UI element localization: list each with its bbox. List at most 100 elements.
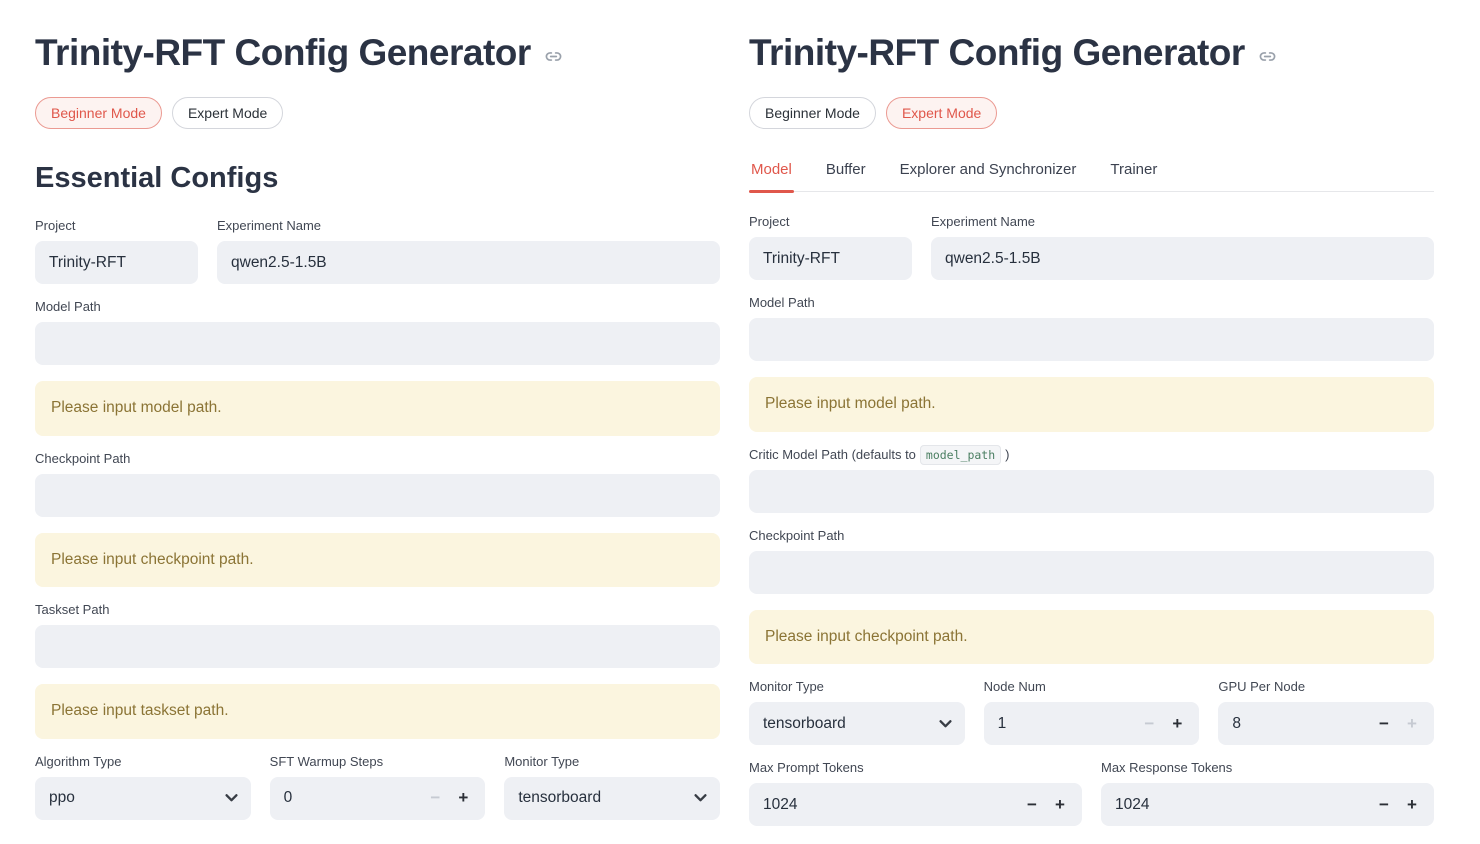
page-title-text: Trinity-RFT Config Generator	[35, 32, 531, 73]
project-row: Project Experiment Name	[35, 218, 720, 285]
label-text: )	[1005, 446, 1010, 462]
plus-button[interactable]: +	[1046, 783, 1074, 826]
link-icon[interactable]	[1259, 48, 1276, 65]
project-row: Project Experiment Name	[749, 214, 1434, 281]
gpu-per-node-field: GPU Per Node 8 − +	[1218, 679, 1435, 746]
link-icon[interactable]	[545, 48, 562, 65]
tab-buffer[interactable]: Buffer	[825, 160, 866, 178]
chevron-down-icon	[694, 794, 707, 803]
max-response-tokens-field: Max Response Tokens 1024 − +	[1101, 760, 1434, 827]
sft-warmup-steps-label: SFT Warmup Steps	[269, 753, 384, 769]
taskset-path-field: Taskset Path	[35, 602, 720, 669]
config-tabs: Model Buffer Explorer and Synchronizer T…	[749, 160, 1434, 194]
algorithm-type-field: Algorithm Type ppo	[35, 754, 251, 820]
sft-warmup-steps-field: SFT Warmup Steps 0 − +	[269, 753, 486, 820]
checkpoint-path-warning: Please input checkpoint path.	[35, 532, 720, 588]
minus-button[interactable]: −	[1135, 702, 1163, 745]
max-response-tokens-label: Max Response Tokens	[1101, 760, 1233, 776]
chevron-down-icon	[939, 719, 952, 728]
plus-button[interactable]: +	[1163, 702, 1191, 745]
max-response-tokens-stepper[interactable]: 1024 − +	[1101, 783, 1434, 827]
minus-icon: −	[1379, 713, 1389, 733]
plus-icon: +	[1407, 713, 1417, 733]
expert-mode-button[interactable]: Expert Mode	[885, 96, 998, 129]
model-path-warning: Please input model path.	[749, 377, 1434, 432]
max-prompt-tokens-field: Max Prompt Tokens 1024 − +	[749, 760, 1082, 827]
inline-code: model_path	[919, 444, 1002, 465]
beginner-mode-button[interactable]: Beginner Mode	[749, 96, 876, 129]
algorithm-type-select[interactable]: ppo	[35, 776, 251, 820]
gpu-per-node-stepper[interactable]: 8 − +	[1218, 702, 1435, 746]
tab-trainer[interactable]: Trainer	[1110, 160, 1158, 178]
critic-model-path-field: Critic Model Path (defaults to model_path…	[749, 444, 1434, 513]
page-title: Trinity-RFT Config Generator	[749, 32, 1434, 75]
gpu-per-node-label: GPU Per Node	[1218, 679, 1306, 695]
node-num-field: Node Num 1 − +	[983, 679, 1200, 746]
tab-model[interactable]: Model	[749, 161, 794, 194]
sft-warmup-steps-stepper[interactable]: 0 − +	[269, 776, 486, 820]
page-title-text: Trinity-RFT Config Generator	[749, 32, 1245, 73]
checkpoint-path-label: Checkpoint Path	[35, 450, 131, 466]
plus-button[interactable]: +	[449, 777, 477, 820]
max-prompt-tokens-stepper[interactable]: 1024 − +	[749, 783, 1082, 827]
plus-icon: +	[1407, 794, 1417, 814]
plus-icon: +	[1055, 794, 1065, 814]
checkpoint-path-field: Checkpoint Path	[749, 527, 1434, 594]
max-prompt-tokens-label: Max Prompt Tokens	[749, 760, 864, 776]
checkpoint-path-field: Checkpoint Path	[35, 450, 720, 517]
algorithm-type-value: ppo	[49, 789, 75, 807]
monitor-type-label: Monitor Type	[749, 679, 824, 695]
monitor-row: Monitor Type tensorboard Node Num 1 − + …	[749, 679, 1435, 746]
page-title: Trinity-RFT Config Generator	[35, 32, 720, 75]
node-num-value: 1	[997, 714, 1007, 732]
plus-icon: +	[1172, 713, 1183, 733]
critic-model-path-input[interactable]	[749, 469, 1434, 513]
minus-icon: −	[1144, 713, 1155, 733]
sft-warmup-steps-value: 0	[283, 789, 293, 807]
taskset-path-label: Taskset Path	[35, 602, 110, 618]
algorithm-row: Algorithm Type ppo SFT Warmup Steps 0 − …	[35, 753, 721, 820]
model-path-input[interactable]	[749, 318, 1434, 362]
section-heading: Essential Configs	[35, 161, 279, 194]
beginner-mode-button[interactable]: Beginner Mode	[35, 96, 162, 129]
monitor-type-value: tensorboard	[518, 789, 602, 807]
model-path-label: Model Path	[35, 299, 101, 315]
project-input[interactable]	[749, 237, 912, 281]
minus-button[interactable]: −	[1370, 783, 1398, 826]
monitor-type-field: Monitor Type tensorboard	[749, 679, 965, 746]
project-field: Project	[35, 218, 198, 285]
monitor-type-label: Monitor Type	[504, 753, 580, 769]
experiment-name-field: Experiment Name	[217, 218, 720, 285]
plus-button[interactable]: +	[1398, 783, 1426, 826]
monitor-type-value: tensorboard	[763, 714, 846, 732]
experiment-name-label: Experiment Name	[931, 214, 1036, 230]
tab-explorer-and-synchronizer[interactable]: Explorer and Synchronizer	[899, 160, 1077, 178]
expert-mode-button[interactable]: Expert Mode	[171, 96, 284, 129]
taskset-path-input[interactable]	[35, 625, 720, 669]
minus-button[interactable]: −	[1370, 702, 1398, 745]
label-text: Critic Model Path (defaults to	[749, 446, 916, 462]
model-path-warning: Please input model path.	[35, 381, 720, 436]
model-path-input[interactable]	[35, 322, 720, 366]
monitor-type-select[interactable]: tensorboard	[504, 776, 721, 820]
checkpoint-path-input[interactable]	[35, 473, 720, 517]
minus-icon: −	[1027, 794, 1037, 814]
right-panel: Trinity-RFT Config Generator Beginner Mo…	[749, 28, 1435, 844]
model-path-field: Model Path	[35, 299, 720, 366]
project-field: Project	[749, 214, 912, 281]
plus-button[interactable]: +	[1398, 702, 1426, 745]
plus-icon: +	[458, 788, 469, 808]
node-num-label: Node Num	[983, 679, 1046, 695]
checkpoint-path-input[interactable]	[749, 550, 1434, 594]
left-panel: Trinity-RFT Config Generator Beginner Mo…	[35, 28, 721, 844]
monitor-type-field: Monitor Type tensorboard	[504, 753, 721, 820]
project-input[interactable]	[35, 241, 198, 285]
minus-button[interactable]: −	[421, 777, 449, 820]
checkpoint-path-label: Checkpoint Path	[749, 527, 845, 543]
monitor-type-select[interactable]: tensorboard	[749, 702, 965, 746]
minus-button[interactable]: −	[1018, 783, 1046, 826]
experiment-name-input[interactable]	[217, 241, 720, 285]
chevron-down-icon	[225, 794, 238, 803]
experiment-name-input[interactable]	[931, 237, 1434, 281]
node-num-stepper[interactable]: 1 − +	[983, 702, 1200, 746]
